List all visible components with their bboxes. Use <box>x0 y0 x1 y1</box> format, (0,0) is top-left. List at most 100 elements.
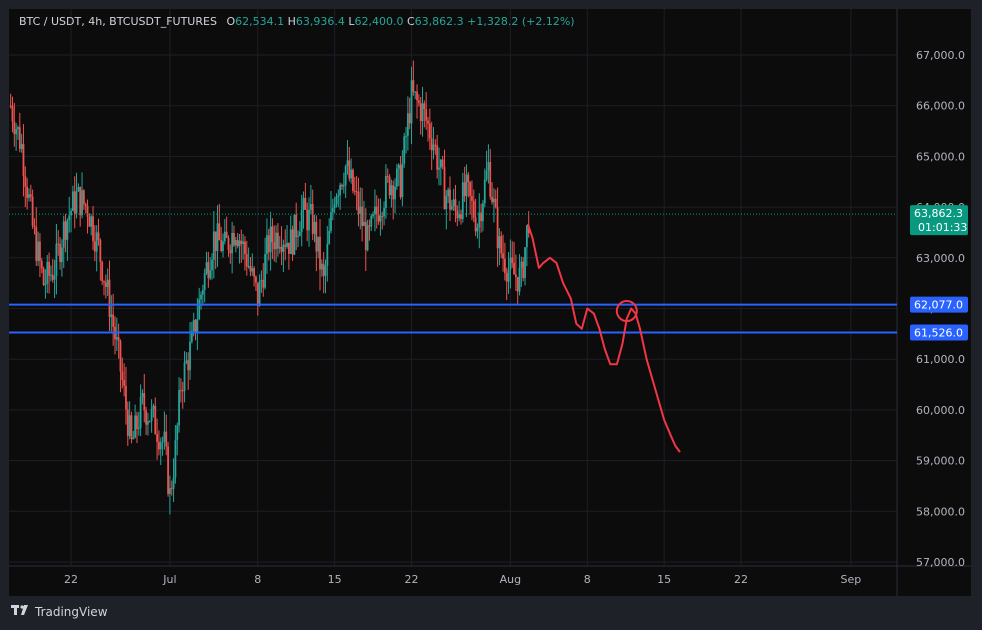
candle-body <box>271 226 274 243</box>
candle-body <box>156 434 158 442</box>
candle-body <box>286 242 288 247</box>
candle-body <box>474 217 477 232</box>
candle-body <box>368 225 371 227</box>
candle-body <box>81 190 83 216</box>
candle-body <box>200 294 202 300</box>
candle-body <box>284 244 287 247</box>
candle-body <box>278 246 281 249</box>
candle-body <box>249 265 252 272</box>
candle-body <box>134 415 137 438</box>
candle-body <box>220 240 223 252</box>
candle-body <box>385 175 387 208</box>
candle-body <box>328 230 331 244</box>
level-tag <box>910 324 968 341</box>
candle-body <box>62 221 65 248</box>
candle-body <box>419 103 422 122</box>
candle-body <box>207 262 210 279</box>
candle-body <box>189 341 191 371</box>
candle-body <box>229 249 232 254</box>
candle-body <box>212 231 215 260</box>
candle-body <box>11 106 14 122</box>
candle-body <box>461 182 464 219</box>
candle-body <box>24 175 27 187</box>
candle-body <box>150 408 153 421</box>
candle-body <box>70 210 72 216</box>
candle-body <box>117 337 120 341</box>
candle-body <box>315 221 318 252</box>
close-label: C <box>406 15 415 28</box>
time-tick-label: Sep <box>841 573 862 586</box>
candle-body <box>86 205 89 217</box>
candle-body <box>163 431 166 442</box>
candle-body <box>434 144 437 146</box>
candle-body <box>247 265 250 267</box>
candle-body <box>172 477 175 489</box>
candle-body <box>394 186 396 200</box>
candle-body <box>428 123 431 139</box>
candle-body <box>518 267 521 292</box>
candle-body <box>192 320 195 332</box>
candle-body <box>176 425 179 441</box>
price-tick-label: 59,000.0 <box>916 455 965 468</box>
candle-body <box>476 227 479 232</box>
candle-body <box>388 176 391 196</box>
candle-body <box>125 385 127 410</box>
candle-body <box>159 442 162 450</box>
candle-body <box>236 240 239 247</box>
candle-body <box>253 268 256 277</box>
candle-body <box>167 446 169 494</box>
candles <box>9 60 897 515</box>
candle-body <box>381 215 384 217</box>
level-tag-label: 61,526.0 <box>914 327 963 340</box>
candle-body <box>51 274 54 280</box>
candle-body <box>169 488 171 494</box>
candle-body <box>341 184 343 187</box>
candle-body <box>143 393 146 411</box>
candle-body <box>520 261 523 268</box>
candle-body <box>438 167 440 170</box>
candle-body <box>463 182 466 197</box>
candle-body <box>187 360 190 371</box>
candle-body <box>505 273 508 282</box>
candle-body <box>493 198 495 203</box>
high-label: H <box>287 15 296 28</box>
candle-body <box>152 405 155 409</box>
candle-body <box>445 196 448 210</box>
candle-body <box>26 186 29 198</box>
candle-body <box>436 145 439 170</box>
candle-body <box>255 276 257 283</box>
candle-body <box>277 232 279 249</box>
tradingview-brand[interactable]: TradingView <box>11 604 108 619</box>
candle-body <box>443 166 446 210</box>
candle-body <box>92 216 94 242</box>
time-axis: 22 Jul 8 15 22 Aug 8 15 22 Sep <box>64 573 861 586</box>
candle-body <box>414 91 417 93</box>
candle-body <box>15 129 18 135</box>
candle-body <box>165 431 168 447</box>
price-tick-label: 63,000.0 <box>916 252 965 265</box>
candle-body <box>280 246 283 252</box>
candle-body <box>494 198 497 208</box>
candle-body <box>121 371 124 381</box>
price-tick-label: 66,000.0 <box>916 100 965 113</box>
candle-body <box>353 190 356 192</box>
candle-body <box>48 261 50 276</box>
candle-body <box>511 257 514 263</box>
candle-body <box>203 273 206 290</box>
candle-body <box>108 279 111 317</box>
candle-body <box>386 175 389 177</box>
candle-body <box>513 262 515 275</box>
candle-body <box>342 185 345 187</box>
chart-panel[interactable] <box>9 9 971 596</box>
level-tag <box>910 296 968 313</box>
candle-body <box>326 243 329 266</box>
candle-body <box>375 206 378 215</box>
candle-body <box>507 269 510 282</box>
candle-body <box>216 223 219 252</box>
candle-body <box>287 242 290 254</box>
candle-body <box>452 199 455 206</box>
tradingview-label: TradingView <box>35 604 108 619</box>
candle-body <box>364 221 367 251</box>
candle-body <box>339 184 342 196</box>
